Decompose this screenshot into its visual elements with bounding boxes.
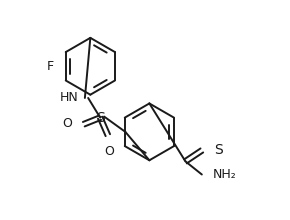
Text: O: O: [62, 117, 72, 130]
Text: NH₂: NH₂: [213, 168, 237, 181]
Text: HN: HN: [59, 91, 78, 104]
Text: S: S: [214, 143, 223, 157]
Text: S: S: [96, 111, 105, 125]
Text: O: O: [105, 145, 115, 158]
Text: F: F: [46, 60, 53, 73]
